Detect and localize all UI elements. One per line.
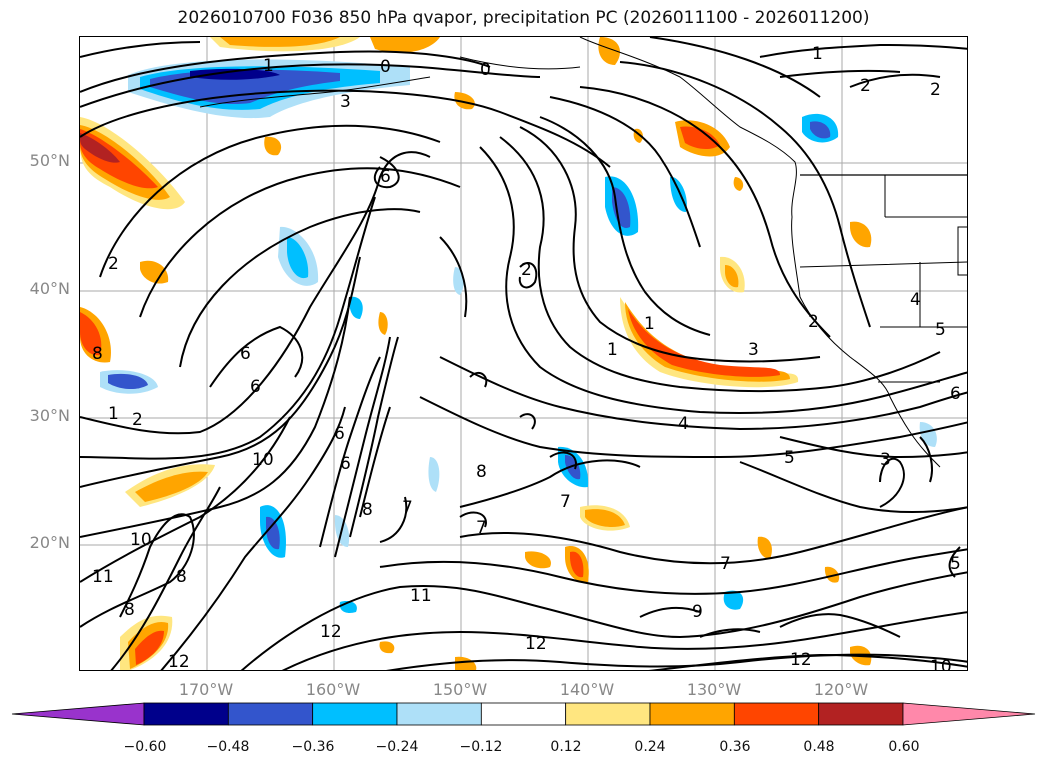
colorbar-tick: −0.24 (375, 739, 419, 755)
colorbar-tick: 0.60 (888, 739, 920, 755)
contour-label: 0 (480, 60, 491, 80)
colorbar-tick: −0.48 (206, 739, 250, 755)
contour-label: 1 (263, 56, 274, 76)
contour-label: 3 (340, 92, 351, 112)
colorbar-tick: −0.60 (123, 739, 167, 755)
contour-label: 8 (124, 600, 135, 620)
qvapor-contours (80, 37, 967, 670)
contour-label: 2 (132, 410, 143, 430)
contour-label: 11 (410, 586, 432, 606)
contour-label: 10 (252, 450, 274, 470)
lat-label-30n: 30°N (29, 406, 70, 425)
colorbar-tick: 0.24 (634, 739, 666, 755)
gridlines (80, 37, 967, 670)
contour-label: 1 (812, 44, 823, 64)
contour-label: 2 (860, 76, 871, 96)
colorbar-extension-high (902, 702, 1036, 726)
contour-label: 8 (176, 567, 187, 587)
contour-label: 2 (930, 80, 941, 100)
contour-label: 6 (334, 424, 345, 444)
contour-label: 9 (692, 602, 703, 622)
colorbar-segment (227, 702, 314, 726)
contour-label: 7 (402, 498, 413, 518)
colorbar-extension-low (11, 702, 145, 726)
contour-label: 7 (560, 492, 571, 512)
contour-labels: 1 3 0 0 1 2 2 6 2 2 1 1 3 2 4 5 6 6 6 8 … (92, 44, 961, 671)
map-title: 2026010700 F036 850 hPa qvapor, precipit… (177, 8, 870, 28)
contour-label: 12 (320, 622, 342, 642)
contour-label: 10 (130, 530, 152, 550)
lon-label-120w: 120°W (813, 680, 869, 699)
contour-label: 8 (92, 344, 103, 364)
colorbar-tick: −0.36 (291, 739, 335, 755)
contour-label: 2 (808, 312, 819, 332)
contour-label: 4 (678, 414, 689, 434)
contour-label: 1 (607, 340, 618, 360)
contour-label: 6 (950, 384, 961, 404)
contour-label: 12 (525, 634, 547, 654)
colorbar-segment (733, 702, 820, 726)
lon-label-150w: 150°W (432, 680, 488, 699)
colorbar-segment (312, 702, 398, 726)
contour-label: 12 (168, 652, 190, 671)
contour-label: 6 (250, 377, 261, 397)
lon-label-160w: 160°W (305, 680, 361, 699)
contour-label: 7 (720, 554, 731, 574)
map-panel: 1 3 0 0 1 2 2 6 2 2 1 1 3 2 4 5 6 6 6 8 … (79, 36, 968, 671)
contour-label: 8 (362, 500, 373, 520)
colorbar-segment (565, 702, 651, 726)
contour-label: 5 (935, 320, 946, 340)
contour-label: 2 (108, 254, 119, 274)
colorbar (11, 702, 1036, 726)
contour-label: 5 (784, 448, 795, 468)
map-canvas: 1 3 0 0 1 2 2 6 2 2 1 1 3 2 4 5 6 6 6 8 … (80, 37, 967, 671)
contour-label: 0 (380, 57, 391, 77)
contour-label: 3 (748, 340, 759, 360)
colorbar-segment (143, 702, 229, 726)
lon-label-170w: 170°W (178, 680, 234, 699)
precip-positive-shading (80, 37, 872, 670)
contour-label: 6 (380, 167, 391, 187)
contour-label: 6 (240, 344, 251, 364)
colorbar-tick: 0.48 (803, 739, 835, 755)
contour-label: 12 (790, 650, 812, 670)
contour-label: 5 (950, 554, 961, 574)
colorbar-segment (649, 702, 735, 726)
coastlines (199, 37, 967, 468)
contour-label: 1 (108, 404, 119, 424)
contour-label: 6 (340, 454, 351, 474)
contour-label: 2 (521, 260, 532, 280)
contour-label: 10 (930, 657, 952, 671)
colorbar-tick: −0.12 (459, 739, 503, 755)
lon-label-140w: 140°W (559, 680, 615, 699)
contour-label: 11 (92, 567, 114, 587)
lon-label-130w: 130°W (686, 680, 742, 699)
colorbar-segment (480, 702, 567, 726)
contour-label: 7 (476, 518, 487, 538)
contour-label: 3 (880, 450, 891, 470)
colorbar-tick: 0.12 (550, 739, 582, 755)
lat-label-50n: 50°N (29, 151, 70, 170)
contour-label: 4 (910, 290, 921, 310)
colorbar-segment (818, 702, 904, 726)
contour-label: 8 (476, 462, 487, 482)
colorbar-segment (396, 702, 482, 726)
lat-label-40n: 40°N (29, 279, 70, 298)
colorbar-tick: 0.36 (719, 739, 751, 755)
contour-label: 1 (644, 314, 655, 334)
lat-label-20n: 20°N (29, 533, 70, 552)
